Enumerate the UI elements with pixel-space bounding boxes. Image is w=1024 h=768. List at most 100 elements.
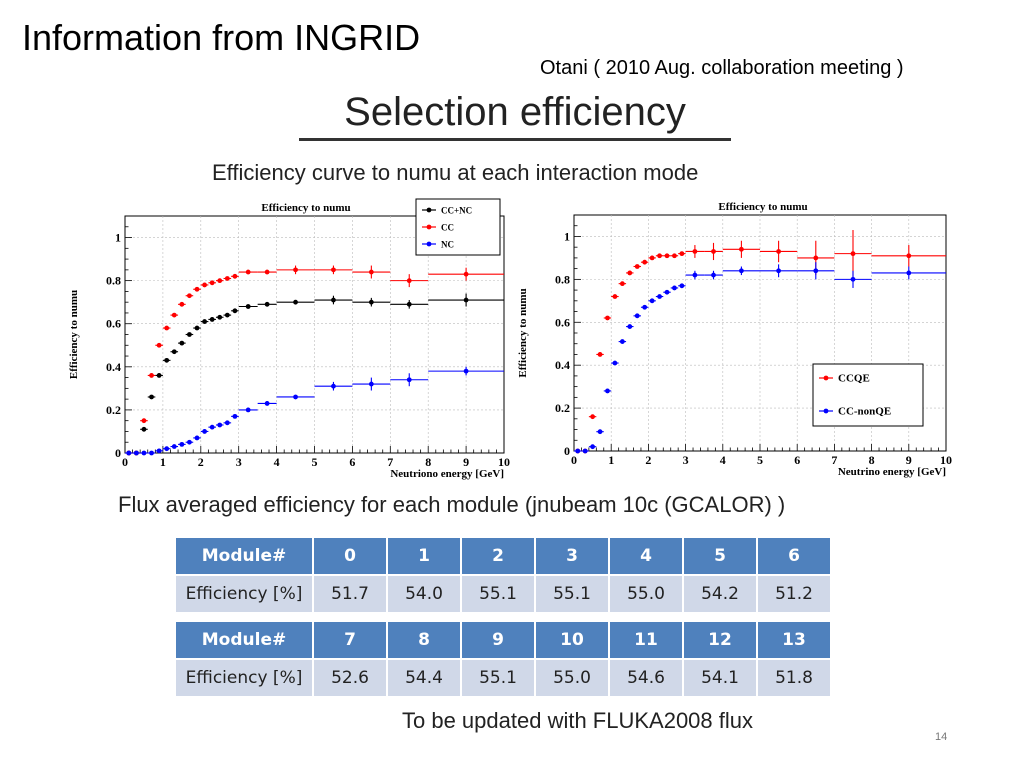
table-cell: 54.1	[684, 660, 756, 696]
flux-table-caption: Flux averaged efficiency for each module…	[118, 492, 786, 517]
data-point	[179, 340, 185, 346]
x-tick-label: 10	[940, 453, 952, 467]
data-point	[664, 289, 670, 295]
data-point	[463, 368, 469, 374]
x-tick-label: 6	[794, 453, 800, 467]
data-point	[141, 418, 147, 424]
data-point	[149, 450, 154, 456]
data-point	[179, 441, 185, 447]
data-point	[612, 360, 618, 366]
table-cell: 8	[388, 622, 460, 658]
x-tick-label: 5	[312, 455, 318, 469]
data-point	[194, 435, 200, 441]
table-cell: 3	[536, 538, 608, 574]
data-point	[245, 269, 251, 275]
table-value-row: Efficiency [%] 51.7 54.0 55.1 55.1 55.0 …	[176, 576, 830, 612]
data-point	[590, 444, 595, 450]
data-point	[331, 297, 336, 303]
data-point	[813, 268, 819, 274]
table-cell: 6	[758, 538, 830, 574]
data-point	[179, 301, 185, 307]
x-tick-label: 0	[571, 453, 577, 467]
x-tick-label: 2	[198, 455, 204, 469]
x-tick-label: 9	[463, 455, 469, 469]
table-value-row: Efficiency [%] 52.6 54.4 55.1 55.0 54.6 …	[176, 660, 830, 696]
data-point	[672, 253, 677, 259]
chart-title: Efficiency to numu	[261, 202, 350, 214]
table-cell: 55.1	[536, 576, 608, 612]
data-point	[209, 280, 215, 286]
data-point	[850, 251, 856, 257]
data-point	[642, 304, 648, 310]
table-row-label: Efficiency [%]	[176, 660, 312, 696]
data-point	[164, 325, 170, 331]
data-point	[164, 357, 170, 363]
x-tick-label: 5	[757, 453, 763, 467]
legend-entry: CC+NC	[441, 206, 472, 216]
data-point	[194, 325, 200, 331]
data-point	[672, 285, 677, 291]
x-tick-label: 2	[645, 453, 651, 467]
y-tick-label: 0.2	[106, 403, 121, 417]
x-tick-label: 9	[906, 453, 912, 467]
x-tick-label: 3	[236, 455, 242, 469]
y-axis-label: Efficiency to numu	[68, 290, 80, 379]
data-point	[245, 304, 251, 309]
table-row-label: Efficiency [%]	[176, 576, 312, 612]
x-tick-label: 8	[869, 453, 875, 467]
x-tick-label: 1	[608, 453, 614, 467]
footer-note: To be updated with FLUKA2008 flux	[402, 708, 754, 733]
data-point	[605, 315, 610, 321]
table-cell: 1	[388, 538, 460, 574]
data-point	[619, 339, 625, 344]
data-point	[264, 269, 270, 275]
table-cell: 2	[462, 538, 534, 574]
heading-underline	[299, 138, 731, 141]
data-point	[692, 249, 698, 254]
data-point	[776, 249, 781, 254]
table-cell: 51.8	[758, 660, 830, 696]
data-point	[232, 273, 238, 279]
data-point	[202, 429, 207, 434]
data-point	[619, 281, 625, 287]
table-cell: 54.4	[388, 660, 460, 696]
table-cell: 52.6	[314, 660, 386, 696]
data-point	[906, 270, 912, 276]
x-tick-label: 7	[831, 453, 837, 467]
data-point	[649, 298, 655, 304]
data-point	[245, 407, 251, 413]
data-point	[463, 271, 469, 277]
data-point	[664, 253, 670, 259]
data-point	[406, 278, 412, 284]
legend-swatch-marker	[426, 241, 432, 247]
x-axis-label: Neutriono energy [GeV]	[390, 468, 504, 480]
table-header-label: Module#	[176, 622, 312, 658]
data-point	[463, 297, 469, 303]
data-point	[171, 349, 177, 355]
data-point	[209, 424, 215, 430]
legend-swatch-marker	[426, 207, 432, 213]
data-point	[331, 383, 336, 389]
data-point	[406, 377, 412, 383]
data-point	[202, 282, 207, 288]
data-point	[368, 299, 374, 305]
table-cell: 54.6	[610, 660, 682, 696]
table-cell: 11	[610, 622, 682, 658]
section-heading: Selection efficiency	[344, 90, 686, 134]
data-point	[627, 324, 633, 329]
data-point	[156, 448, 162, 454]
data-point	[264, 301, 270, 307]
table-cell: 55.1	[462, 576, 534, 612]
y-tick-label: 0.8	[106, 274, 121, 288]
y-tick-label: 0.4	[555, 358, 570, 372]
data-point	[850, 276, 856, 282]
data-point	[194, 286, 200, 292]
data-point	[627, 270, 633, 276]
data-point	[171, 312, 177, 318]
data-point	[657, 253, 662, 259]
data-point	[582, 448, 588, 454]
chart-title: Efficiency to numu	[718, 201, 807, 213]
x-tick-label: 6	[349, 455, 355, 469]
data-point	[232, 413, 238, 419]
x-tick-label: 7	[387, 455, 393, 469]
